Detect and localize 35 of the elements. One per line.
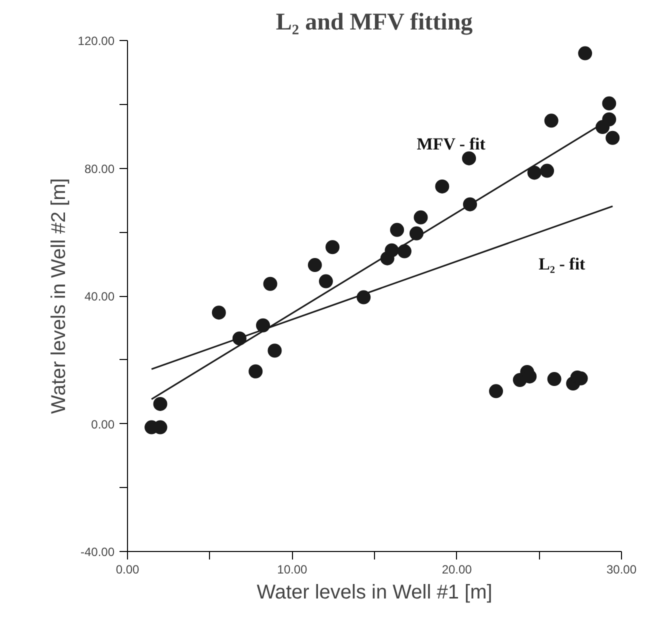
point <box>397 244 412 258</box>
y-axis-title: Water levels in Well #2 [m] <box>48 178 70 414</box>
series-label: L₂ - fit <box>538 254 586 274</box>
point <box>318 274 333 288</box>
x-axis-title: Water levels in Well #1 [m] <box>256 582 492 604</box>
point <box>248 364 263 378</box>
text: MFV - fit <box>416 134 486 154</box>
y-tick-label: 120.00 <box>78 34 115 48</box>
point <box>390 222 404 237</box>
point <box>153 396 168 411</box>
y-tick-label: 80.00 <box>84 162 115 176</box>
point <box>308 258 322 272</box>
point <box>578 46 592 60</box>
point <box>527 166 542 180</box>
point <box>462 151 476 166</box>
point <box>544 114 558 128</box>
point <box>547 372 562 386</box>
point <box>212 306 226 320</box>
point <box>414 210 428 224</box>
x-tick-label: 30.00 <box>606 562 637 576</box>
point <box>606 130 620 145</box>
y-tick-label: 40.00 <box>84 290 115 304</box>
point <box>602 96 616 110</box>
point <box>489 384 504 398</box>
x-tick-label: 0.00 <box>116 562 140 576</box>
x-tick-label: 20.00 <box>442 562 472 576</box>
y-tick-label: -40.00 <box>80 545 115 559</box>
point <box>435 179 450 194</box>
point <box>326 240 340 254</box>
x-tick-label: 10.00 <box>277 562 308 576</box>
y-tick-label: 0.00 <box>91 417 115 432</box>
chart-title: L₂ and MFV fitting <box>276 10 473 36</box>
point <box>263 276 278 291</box>
point <box>268 344 282 358</box>
point <box>540 164 554 178</box>
